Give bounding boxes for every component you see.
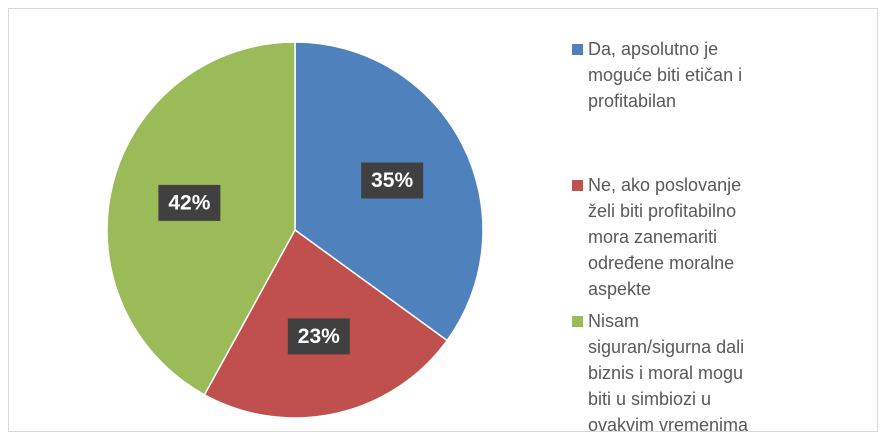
data-label: 42% bbox=[168, 191, 210, 214]
data-label-box bbox=[158, 184, 221, 221]
legend-label: Nisam siguran/sigurna dali biznis i mora… bbox=[588, 311, 749, 435]
legend-swatch bbox=[572, 44, 583, 55]
legend-item: Ne, ako poslovanje želi biti profitabiln… bbox=[572, 172, 872, 302]
data-label-box bbox=[361, 162, 424, 199]
legend-item: Nisam siguran/sigurna dali biznis i mora… bbox=[572, 308, 872, 438]
legend-label: Da, apsolutno je moguće biti etičan i pr… bbox=[588, 39, 743, 111]
data-label: 35% bbox=[371, 169, 413, 192]
legend-swatch bbox=[572, 316, 583, 327]
legend-label: Ne, ako poslovanje želi biti profitabiln… bbox=[588, 175, 742, 299]
data-label-box bbox=[287, 318, 350, 355]
legend-item: Da, apsolutno je moguće biti etičan i pr… bbox=[572, 36, 872, 114]
legend-swatch bbox=[572, 180, 583, 191]
data-label: 23% bbox=[298, 325, 340, 348]
